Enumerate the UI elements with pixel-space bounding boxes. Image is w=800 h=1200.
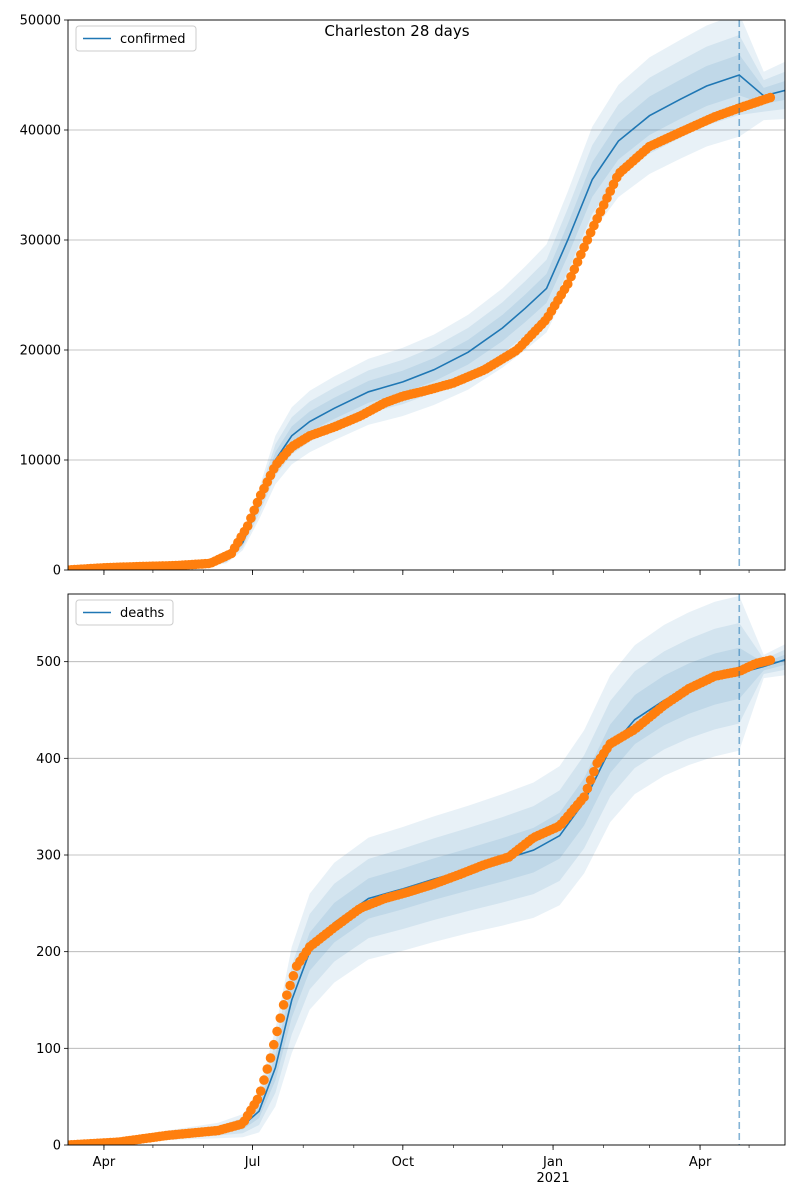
legend-label: deaths xyxy=(120,606,165,621)
observed-point xyxy=(275,1013,286,1023)
uncertainty-band xyxy=(68,20,785,570)
x-tick-label: Apr xyxy=(93,1155,116,1170)
uncertainty-band xyxy=(68,595,785,1145)
legend-box xyxy=(75,599,174,626)
y-tick-label: 0 xyxy=(53,564,61,579)
y-tick-label: 30000 xyxy=(20,234,61,249)
observed-point xyxy=(249,505,259,516)
y-tick-label: 500 xyxy=(36,655,61,670)
legend-label: confirmed xyxy=(120,32,186,47)
observed-point xyxy=(579,792,589,802)
observed-point xyxy=(268,1039,279,1050)
observed-point xyxy=(576,249,586,260)
y-tick-label: 20000 xyxy=(20,344,61,359)
x-tick-label: Jul xyxy=(244,1155,261,1170)
observed-point xyxy=(265,1053,276,1063)
observed-point xyxy=(255,1086,266,1096)
observed-point xyxy=(562,279,573,289)
legend-box xyxy=(75,25,197,52)
y-tick-label: 200 xyxy=(36,945,61,960)
observed-point xyxy=(272,1026,282,1037)
observed-point xyxy=(252,1094,263,1105)
x-tick-label: Jan xyxy=(542,1155,563,1170)
x-tick-sublabel: 2021 xyxy=(537,1171,570,1186)
observed-point xyxy=(582,235,593,245)
y-tick-label: 50000 xyxy=(20,14,61,29)
observed-point xyxy=(765,92,776,103)
axes-frame xyxy=(67,593,786,1146)
observed-point xyxy=(285,980,295,991)
observed-point xyxy=(262,1064,273,1074)
uncertainty-band xyxy=(68,34,785,570)
legend: deaths xyxy=(75,599,174,626)
observed-point xyxy=(765,655,776,665)
y-tick-label: 10000 xyxy=(20,454,61,469)
observed-point xyxy=(569,264,580,275)
y-tick-label: 0 xyxy=(53,1139,61,1154)
observed-point xyxy=(579,242,589,253)
observed-point xyxy=(242,521,253,531)
y-tick-label: 100 xyxy=(36,1042,61,1057)
observed-point xyxy=(589,766,599,777)
y-tick-label: 40000 xyxy=(20,124,61,139)
x-tick-label: Apr xyxy=(689,1155,712,1170)
observed-point xyxy=(572,257,583,267)
figure-title: Charleston 28 days xyxy=(324,22,469,40)
y-tick-label: 300 xyxy=(36,849,61,864)
observed-point xyxy=(252,497,263,508)
observed-point xyxy=(585,775,596,785)
observed-point xyxy=(278,1000,289,1010)
uncertainty-band xyxy=(68,647,785,1145)
observed-point xyxy=(566,271,576,282)
observed-point xyxy=(246,513,256,523)
axes-frame xyxy=(67,19,786,571)
x-tick-label: Oct xyxy=(392,1155,414,1170)
observed-point xyxy=(282,990,292,1000)
observed-point xyxy=(582,783,593,794)
observed-point xyxy=(288,971,299,981)
legend: confirmed xyxy=(75,25,197,52)
y-tick-label: 400 xyxy=(36,752,61,767)
confirmed-panel: 0 10000 20000 30000 40000 50000 confirmed xyxy=(20,14,786,579)
observed-point xyxy=(259,1075,269,1085)
